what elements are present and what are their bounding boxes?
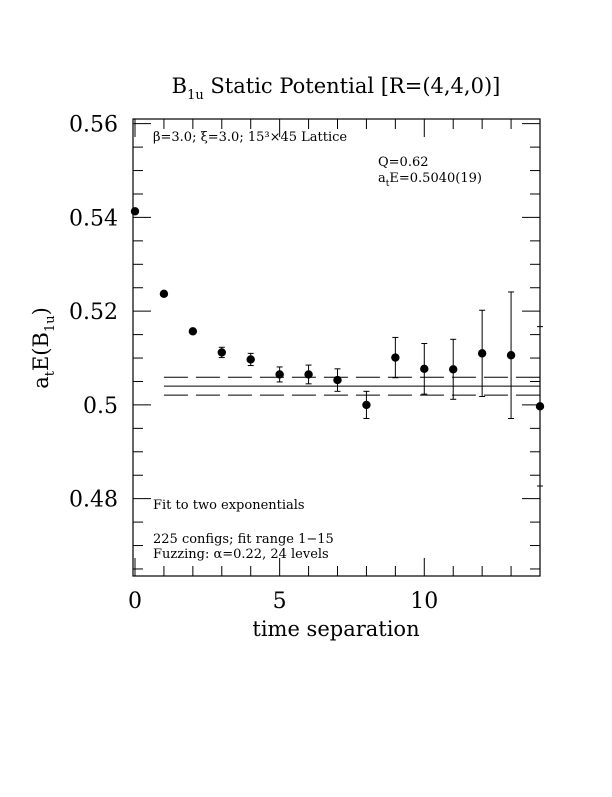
data-point [188,327,198,336]
data-point [217,348,226,357]
data-point [246,355,255,364]
annotation-lattice: β=3.0; ξ=3.0; 15³×45 Lattice [153,130,347,145]
data-point [304,370,313,379]
annotation-q: Q=0.62 [378,155,429,170]
y-tick-label: 0.52 [69,300,118,325]
chart-title: B1u Static Potential [R=(4,4,0)] [172,74,501,103]
annotation-fit-type: Fit to two exponentials [153,498,305,513]
data-point [391,353,400,362]
y-tick-label: 0.56 [69,113,118,138]
data-point [535,402,545,411]
ticks-layer [133,119,541,576]
y-tick-label: 0.5 [83,394,118,419]
fit-layer [163,376,540,396]
data-point [333,375,342,385]
annotation-configs: 225 configs; fit range 1−15 [153,532,334,547]
data-point [420,364,429,374]
data-point [275,370,284,379]
x-tick-label: 10 [410,589,438,614]
data-point [449,365,458,374]
y-tick-label: 0.54 [69,206,118,231]
annotation-fuzzing: Fuzzing: α=0.22, 24 levels [153,547,329,562]
annotation-energy: atE=0.5040(19) [378,171,482,189]
y-tick-label: 0.48 [69,488,118,513]
data-point [130,207,140,216]
x-tick-label: 0 [128,589,142,614]
data-point [506,351,516,360]
data-point [159,289,169,299]
data-point [477,349,487,358]
y-axis-label: atE(B1u) [29,307,58,389]
data-point [362,400,371,410]
x-tick-label: 5 [273,589,287,614]
x-axis-label: time separation [252,617,419,641]
points-layer [130,207,545,487]
